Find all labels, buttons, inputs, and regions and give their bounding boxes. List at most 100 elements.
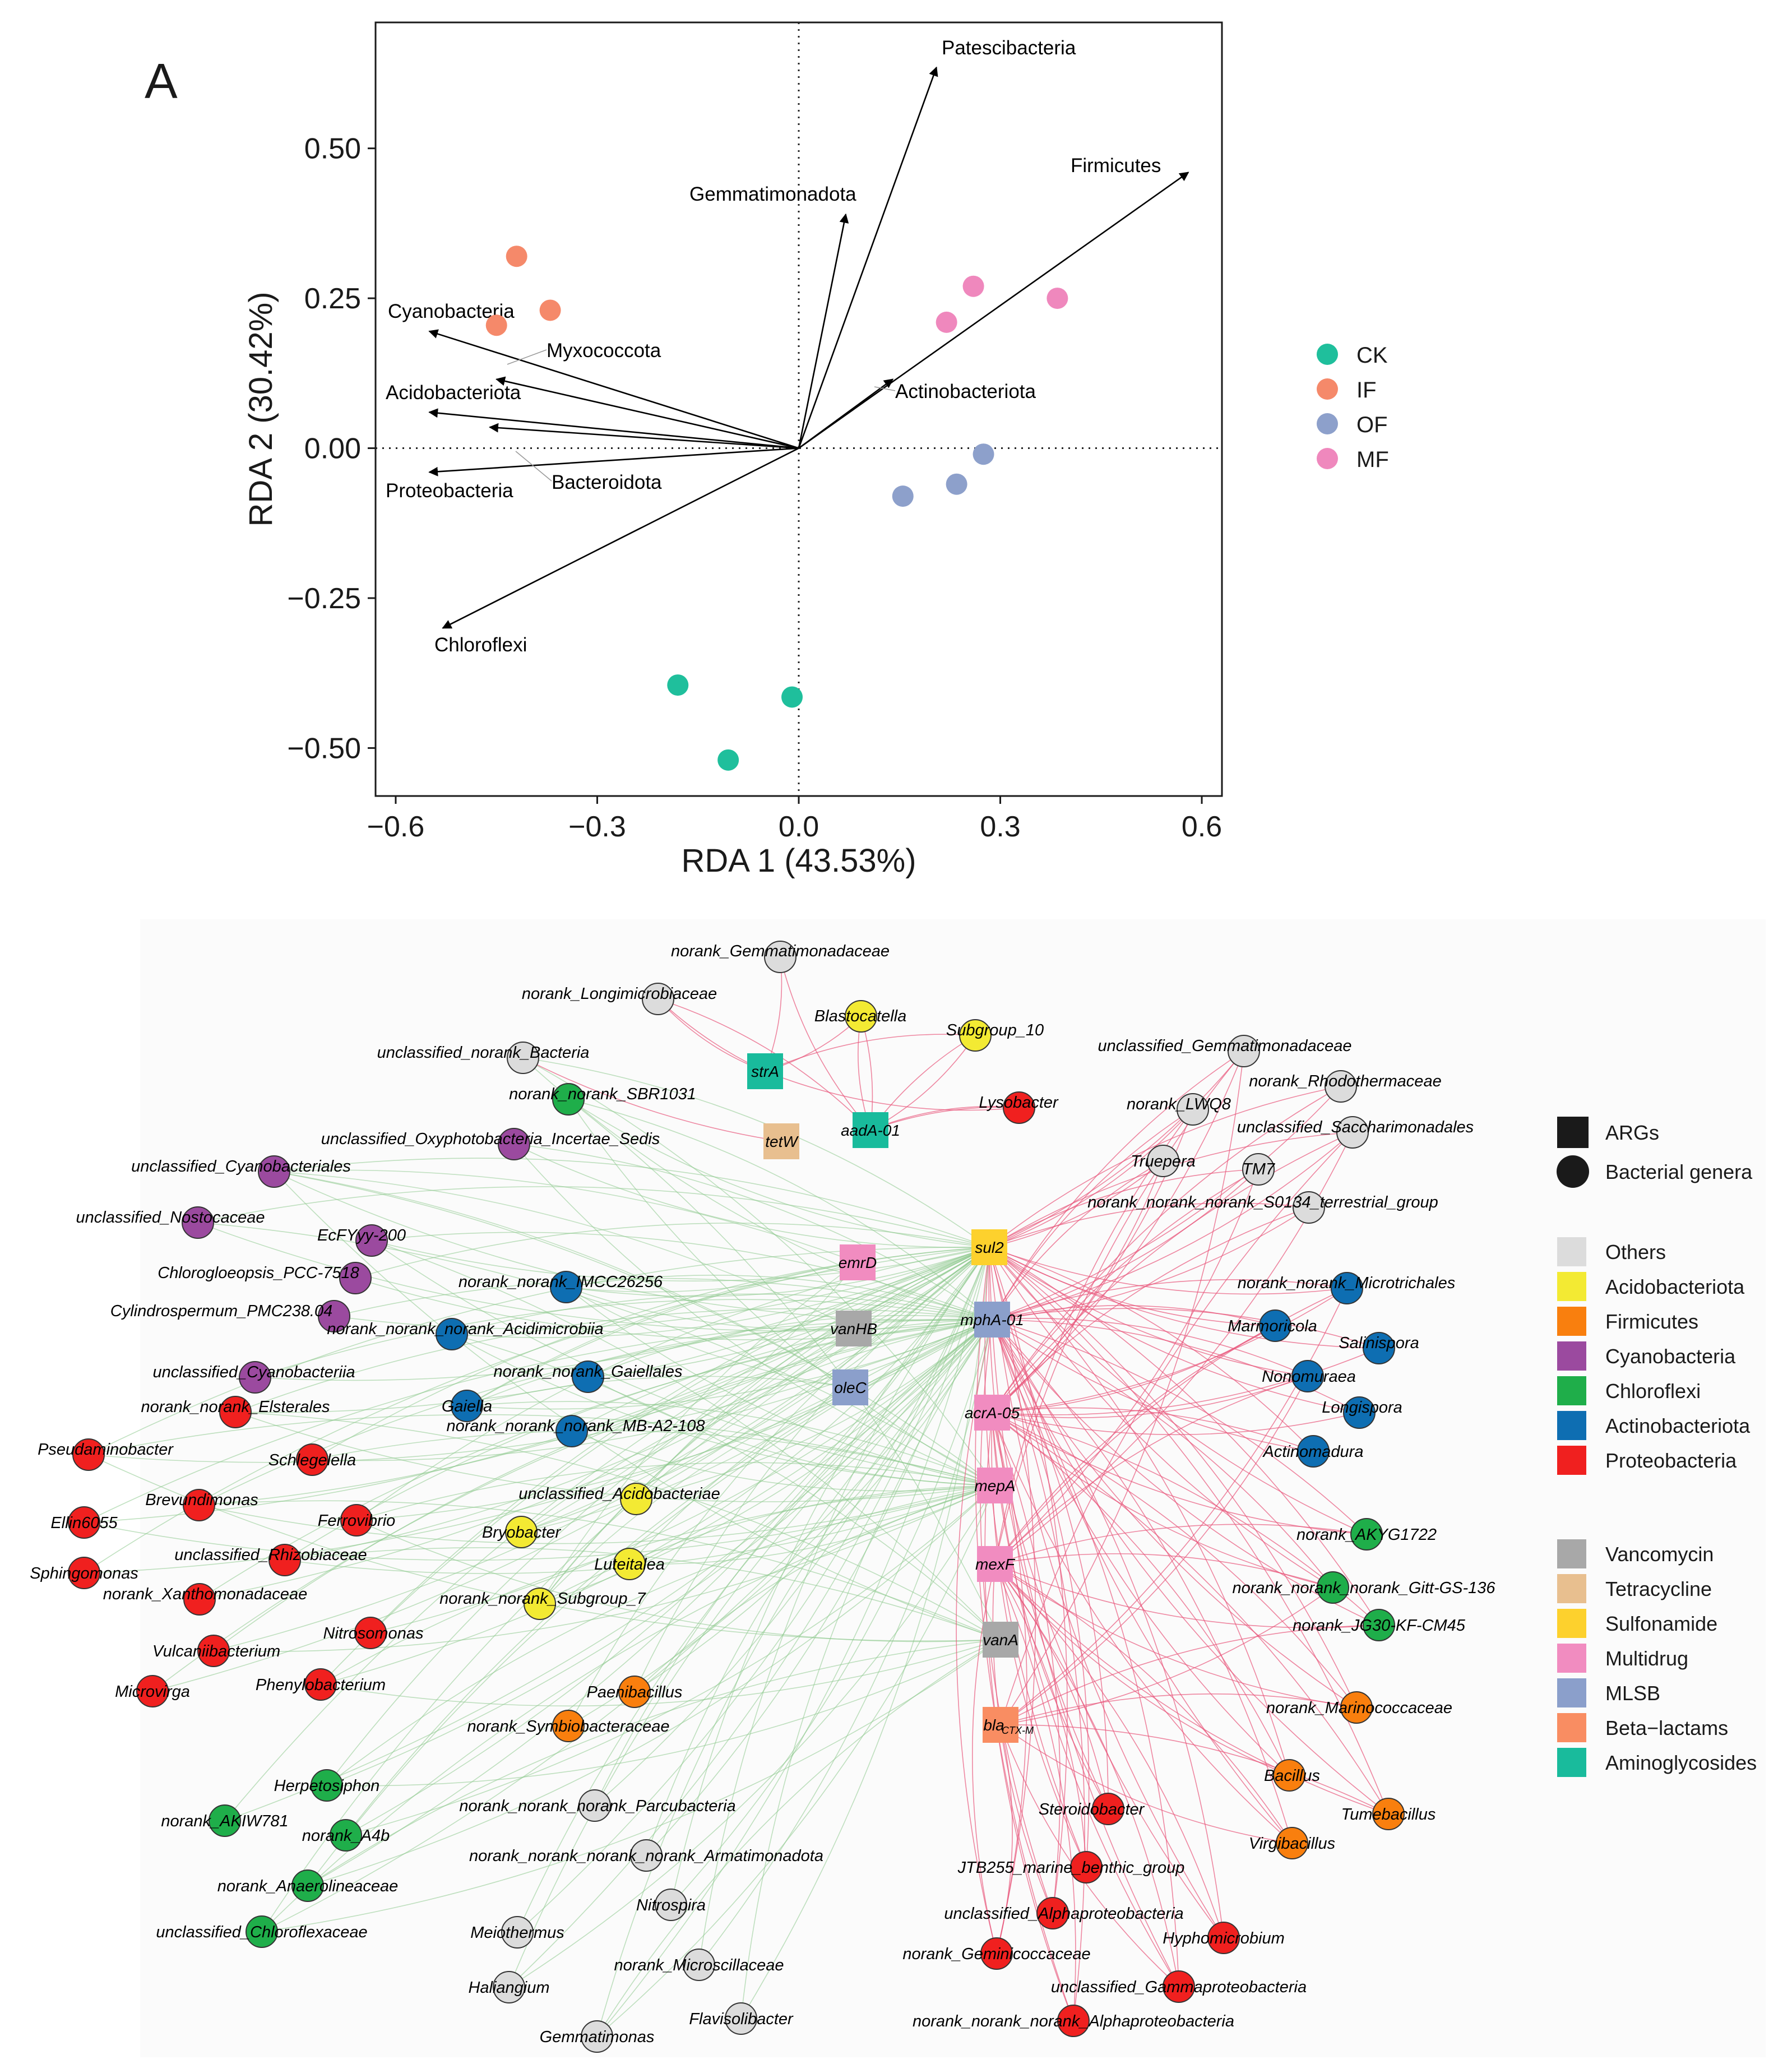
network-edge	[371, 1232, 993, 1320]
network-edge	[466, 1376, 851, 1406]
point-of	[892, 485, 914, 507]
genus-label-unclassified-oxyphotobacteria-incertae-sedis: unclassified_Oxyphotobacteria_Incertae_S…	[321, 1130, 660, 1148]
network-edge	[992, 1412, 1293, 1844]
genus-node-nonomuraea	[1291, 1360, 1324, 1392]
legend-label-args: ARGs	[1605, 1121, 1659, 1144]
arrow-label-gemmatimonadota: Gemmatimonadota	[689, 183, 856, 205]
network-edge	[466, 1401, 995, 1486]
y-axis-ticks: 0.50 0.25 0.00 −0.25 −0.50	[287, 133, 376, 765]
network-edge	[992, 1050, 1244, 1413]
arg-label-olec: oleC	[834, 1379, 867, 1396]
genus-label-unclassified-gammaproteobacteria: unclassified_Gammaproteobacteria	[1051, 1978, 1307, 1996]
genus-label-jtb255-marine-benthic-group: JTB255_marine_benthic_group	[957, 1859, 1185, 1877]
y-tick-label: 0.25	[304, 283, 361, 315]
network-edge	[213, 1485, 995, 1652]
network-edge	[989, 1160, 1164, 1248]
network-edge	[274, 1171, 851, 1388]
genus-node-norank-norank-microtrichales	[1331, 1272, 1363, 1304]
legend-swatch-args	[1557, 1117, 1589, 1148]
network-edge	[629, 1247, 990, 1565]
arg-node-sul2	[971, 1229, 1007, 1265]
genus-label-norank-marinococcaceae: norank_Marinococcaceae	[1266, 1699, 1452, 1717]
genus-label-ferrovibrio: Ferrovibrio	[318, 1512, 396, 1530]
genus-label-tm7: TM7	[1242, 1160, 1276, 1178]
genus-label-marmoricola: Marmoricola	[1228, 1317, 1317, 1335]
point-mf	[1047, 288, 1068, 309]
network-edge	[522, 1057, 993, 1320]
genus-label-norank-xanthomonadaceae: norank_Xanthomonadaceae	[103, 1585, 307, 1603]
network-edge	[345, 1247, 990, 1836]
x-tick-label: −0.6	[367, 811, 425, 843]
network-edge	[371, 1240, 990, 1282]
genus-node-paenibacillus	[618, 1676, 651, 1708]
network-legend: ARGs Bacterial genera Others Acidobacteriot…	[1557, 1117, 1757, 1777]
network-edge	[992, 1160, 1164, 1320]
network-edge	[989, 1247, 1379, 1349]
network-edge	[646, 1319, 993, 1856]
network-edge	[994, 1563, 1389, 1815]
genus-label-sphingomonas: Sphingomonas	[30, 1565, 138, 1582]
network-edge	[994, 1376, 1308, 1565]
network-edge	[994, 1563, 1087, 1868]
genus-label-norank-symbiobacteraceae: norank_Symbiobacteraceae	[467, 1718, 669, 1736]
network-edge	[992, 1319, 1357, 1708]
y-tick-label: 0.00	[304, 433, 361, 465]
network-edge	[345, 1319, 993, 1836]
point-of	[973, 443, 994, 465]
network-edge	[152, 1247, 990, 1692]
genus-node-ecfyyy-200	[355, 1224, 388, 1257]
arg-node-olec	[832, 1369, 868, 1405]
network-edge	[261, 1639, 1001, 1932]
genus-label-unclassified-gemmatimonadaceae: unclassified_Gemmatimonadaceae	[1098, 1037, 1352, 1055]
network-edge	[634, 1319, 993, 1692]
network-edge	[521, 1328, 854, 1533]
network-edge	[634, 1247, 990, 1692]
arg-label-mexf: mexF	[975, 1556, 1016, 1573]
legend-label-if: IF	[1356, 378, 1377, 402]
genus-node-norank-lwq8	[1177, 1093, 1209, 1126]
arg-label-sul2: sul2	[975, 1239, 1004, 1256]
legend-label-bacterial-genera: Bacterial genera	[1605, 1160, 1753, 1183]
legend-swatch-acidobacteriota	[1557, 1272, 1586, 1301]
network-edge	[698, 1247, 990, 1965]
network-edge	[870, 1107, 1020, 1131]
genus-label-cylindrospermum-pmc238-04: Cylindrospermum_PMC238.04	[110, 1302, 333, 1320]
network-edge	[989, 1169, 1259, 1248]
network-edge	[989, 1247, 1293, 1844]
arg-node-mpha-01	[974, 1302, 1010, 1338]
genus-node-unclassified-rhizobiaceae	[268, 1544, 301, 1576]
genus-label-haliangium: Haliangium	[468, 1979, 549, 1997]
arrow-cyanobacteria	[428, 329, 799, 449]
network-edge	[765, 1034, 976, 1072]
network-edge	[596, 1639, 1001, 2037]
genus-node-nitrosomonas	[354, 1617, 387, 1649]
arg-label-vanhb: vanHB	[830, 1320, 877, 1338]
genus-node-norank-anaerolineaceae	[291, 1869, 324, 1902]
genus-label-norank-norank-norank-gitt-gs-136: norank_norank_norank_Gitt-GS-136	[1232, 1579, 1495, 1597]
y-tick-label: 0.50	[304, 133, 361, 165]
network-edge	[992, 1160, 1164, 1413]
network-edge	[992, 1086, 1341, 1413]
genus-node-vulcaniibacterium	[197, 1635, 230, 1667]
genus-node-norank-microscillaceae	[683, 1949, 715, 1981]
genus-node-marmoricola	[1259, 1309, 1291, 1342]
genus-node-norank-norank-subgroup-7	[524, 1588, 556, 1620]
network-edge	[989, 1247, 1367, 1535]
network-edge	[274, 1171, 995, 1486]
genus-label-ellin6055: Ellin6055	[50, 1514, 118, 1532]
point-ck	[781, 686, 803, 708]
genus-node-unclassified-gemmatimonadaceae	[1228, 1035, 1260, 1067]
network-edge	[235, 1247, 990, 1413]
legend-swatch-aminoglycosides	[1557, 1748, 1586, 1777]
arg-label-vana: vanA	[983, 1631, 1018, 1649]
genus-node-meiothermus	[501, 1916, 534, 1949]
network-edge	[320, 1247, 990, 1685]
network-edge	[539, 1262, 858, 1604]
network-edge	[224, 1319, 993, 1821]
genus-label-unclassified-nostocaceae: unclassified_Nostocaceae	[76, 1209, 265, 1227]
leader-actinobacteriota	[874, 386, 896, 391]
genus-node-norank-xanthomonadaceae	[183, 1583, 216, 1616]
network-edge	[992, 1412, 1389, 1815]
legend-swatch-cyanobacteria	[1557, 1341, 1586, 1371]
